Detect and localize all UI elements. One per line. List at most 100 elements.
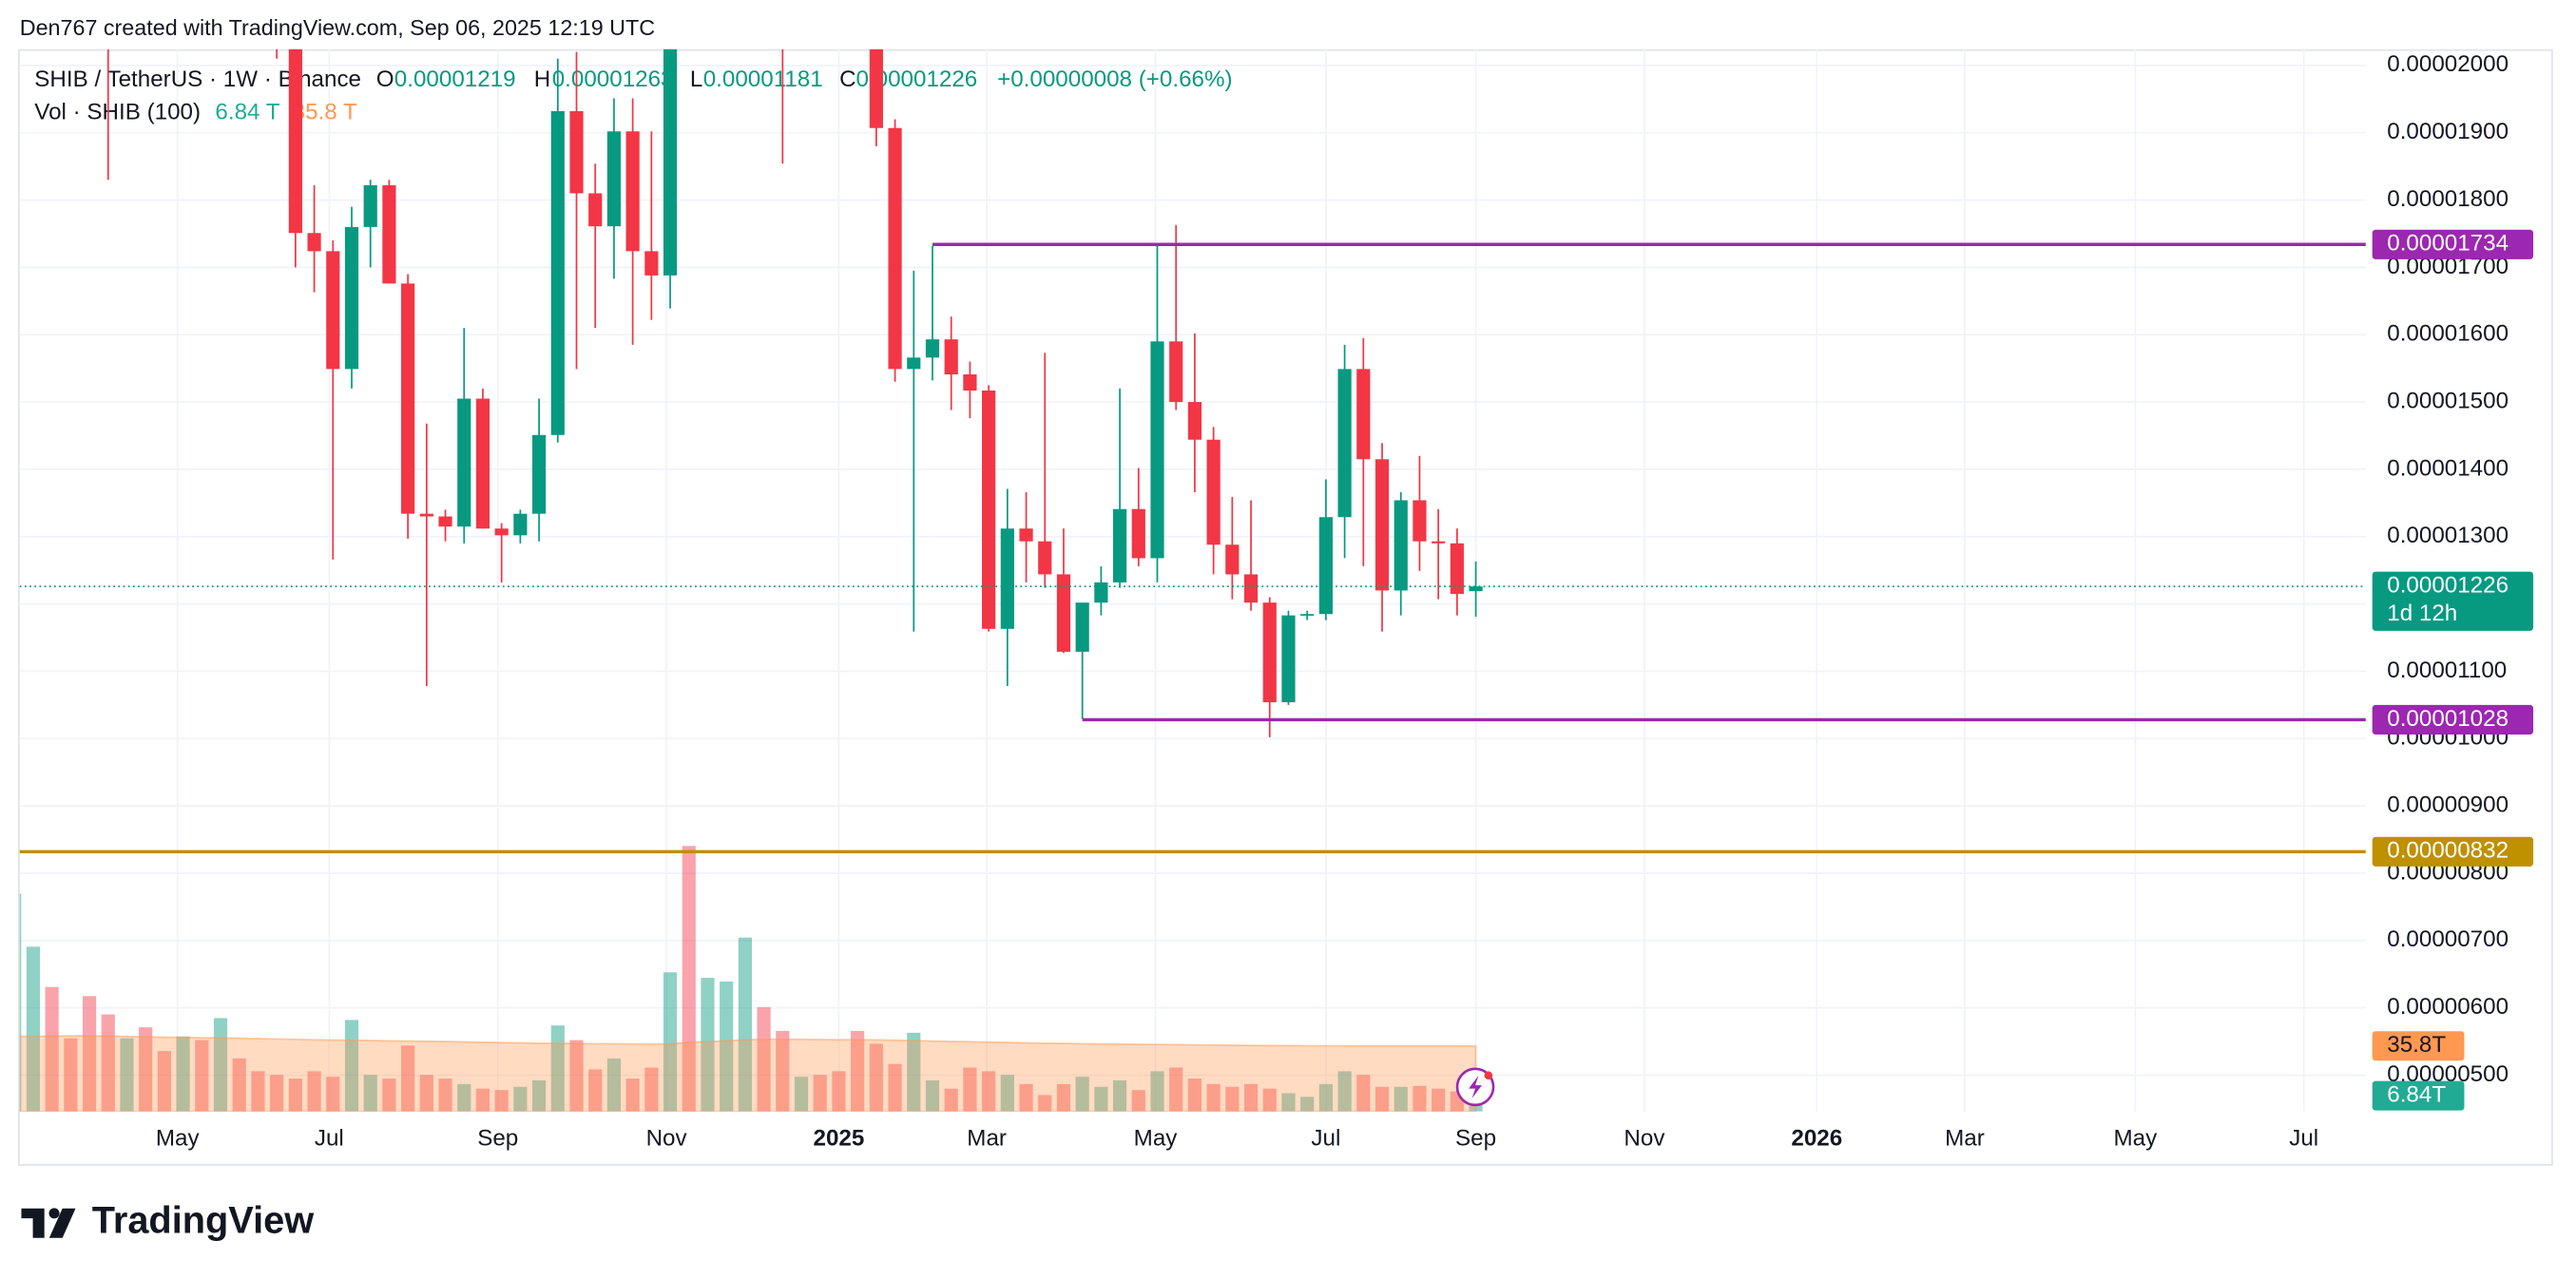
footer-logo: TradingView xyxy=(21,1200,314,1242)
x-tick-label: Sep xyxy=(1455,1126,1496,1152)
volume-bar xyxy=(944,1088,958,1112)
volume-bar xyxy=(1094,1086,1108,1112)
volume-bar xyxy=(363,1075,377,1112)
candle-body xyxy=(1450,543,1464,594)
y-tick-label: 0.00001300 xyxy=(2387,523,2509,548)
x-tick-label: May xyxy=(156,1126,201,1152)
high-label: H xyxy=(534,67,550,92)
volume-bar xyxy=(1300,1097,1315,1112)
volume-pane xyxy=(19,846,1483,1112)
y-tick-label: 0.00000900 xyxy=(2387,792,2509,818)
candle-body xyxy=(1375,459,1390,591)
volume-bar xyxy=(213,1018,228,1112)
y-tick-label: 0.00001800 xyxy=(2387,186,2509,212)
candle-body xyxy=(531,434,547,514)
candle-body xyxy=(963,374,977,391)
candle-body xyxy=(1169,341,1183,403)
candle-body xyxy=(419,513,433,517)
volume-bar xyxy=(344,1020,359,1112)
line-badge-label: 0.00001734 xyxy=(2387,231,2509,257)
volume-ma-area xyxy=(19,1035,1477,1112)
candle-body xyxy=(1038,541,1052,575)
volume-bar xyxy=(1056,1083,1071,1112)
grid xyxy=(19,48,2366,1112)
volume-bar xyxy=(1225,1086,1240,1112)
y-tick-label: 0.00001900 xyxy=(2387,119,2509,144)
candle-body xyxy=(1356,369,1371,460)
candle-body xyxy=(438,516,452,527)
x-tick-label: Jul xyxy=(1311,1126,1340,1152)
candle-body xyxy=(606,131,622,227)
candle-body xyxy=(1019,528,1033,542)
high-value: 0.00001263 xyxy=(552,67,674,92)
candle-body xyxy=(888,127,902,370)
volume-bar xyxy=(1337,1071,1352,1112)
volume-bar xyxy=(550,1025,565,1112)
x-tick-label: Mar xyxy=(1945,1126,1985,1152)
replay-icon xyxy=(1455,1067,1495,1107)
price-badges: 0.00001734 0.00001028 0.00000832 0.00001226… xyxy=(2372,229,2534,1111)
line-badge xyxy=(2372,836,2534,867)
volume-bar xyxy=(288,1079,302,1112)
volume-bar xyxy=(1318,1083,1333,1112)
candle-body xyxy=(457,398,471,527)
volume-bar xyxy=(757,1006,771,1112)
x-tick-label: Mar xyxy=(967,1126,1007,1152)
close-label: C xyxy=(839,67,855,92)
volume-bar xyxy=(195,1040,209,1112)
horizontal-lines xyxy=(19,242,2366,854)
candle-body xyxy=(288,48,302,234)
volume-bar xyxy=(82,996,97,1112)
candle-body xyxy=(1075,602,1089,652)
candle-body xyxy=(1337,369,1352,518)
volume-bar xyxy=(888,1063,902,1112)
volume-bar xyxy=(869,1043,883,1112)
candle-body xyxy=(1413,500,1427,542)
x-tick-label: Nov xyxy=(1624,1126,1665,1152)
candle-body xyxy=(925,339,940,358)
candle-body xyxy=(1318,517,1333,615)
volume-bar xyxy=(1169,1067,1183,1112)
current-price-label: 0.00001226 xyxy=(2387,573,2509,599)
volume-bar xyxy=(794,1077,809,1112)
volume-bar xyxy=(494,1090,509,1112)
candle-body xyxy=(344,226,359,370)
volume-bar xyxy=(907,1032,921,1112)
volume-bar xyxy=(663,972,678,1112)
volume-bar xyxy=(270,1075,284,1112)
volume-title: Vol · SHIB (100) xyxy=(34,100,201,125)
volume-bar xyxy=(644,1067,659,1112)
volume-badge-label: 6.84T xyxy=(2387,1082,2446,1108)
volume-bar xyxy=(738,937,752,1112)
volume-bar xyxy=(232,1058,246,1112)
y-tick-label: 0.00001500 xyxy=(2387,388,2509,413)
candle-body xyxy=(625,131,640,252)
volume-bar xyxy=(531,1079,547,1112)
volume-bar xyxy=(1356,1075,1371,1112)
volume-bar xyxy=(513,1086,528,1112)
volume-bar xyxy=(139,1027,153,1112)
candle-body xyxy=(944,339,958,375)
volume-bar xyxy=(176,1036,190,1112)
candle-body xyxy=(1394,500,1408,591)
volume-bar xyxy=(1281,1093,1296,1112)
low-value: 0.00001181 xyxy=(703,67,823,92)
candle-body xyxy=(1432,541,1446,544)
x-tick-label: Jul xyxy=(315,1126,344,1152)
low-label: L xyxy=(690,67,702,92)
candle-body xyxy=(1112,508,1127,582)
volume-bar xyxy=(682,846,696,1112)
candle-body xyxy=(513,513,528,536)
volume-bar xyxy=(851,1030,865,1112)
candle-body xyxy=(326,251,340,370)
line-badge-label: 0.00000832 xyxy=(2387,838,2509,864)
volume-bar xyxy=(251,1071,265,1112)
volume-bar xyxy=(475,1088,490,1112)
change: +0.00000008 (+0.66%) xyxy=(997,67,1232,92)
candle-body xyxy=(401,283,415,514)
candle-body xyxy=(1300,614,1315,616)
candle-body xyxy=(494,528,509,536)
y-tick-label: 0.00001100 xyxy=(2387,658,2507,683)
open-label: O xyxy=(376,67,394,92)
volume-bar xyxy=(382,1079,396,1112)
